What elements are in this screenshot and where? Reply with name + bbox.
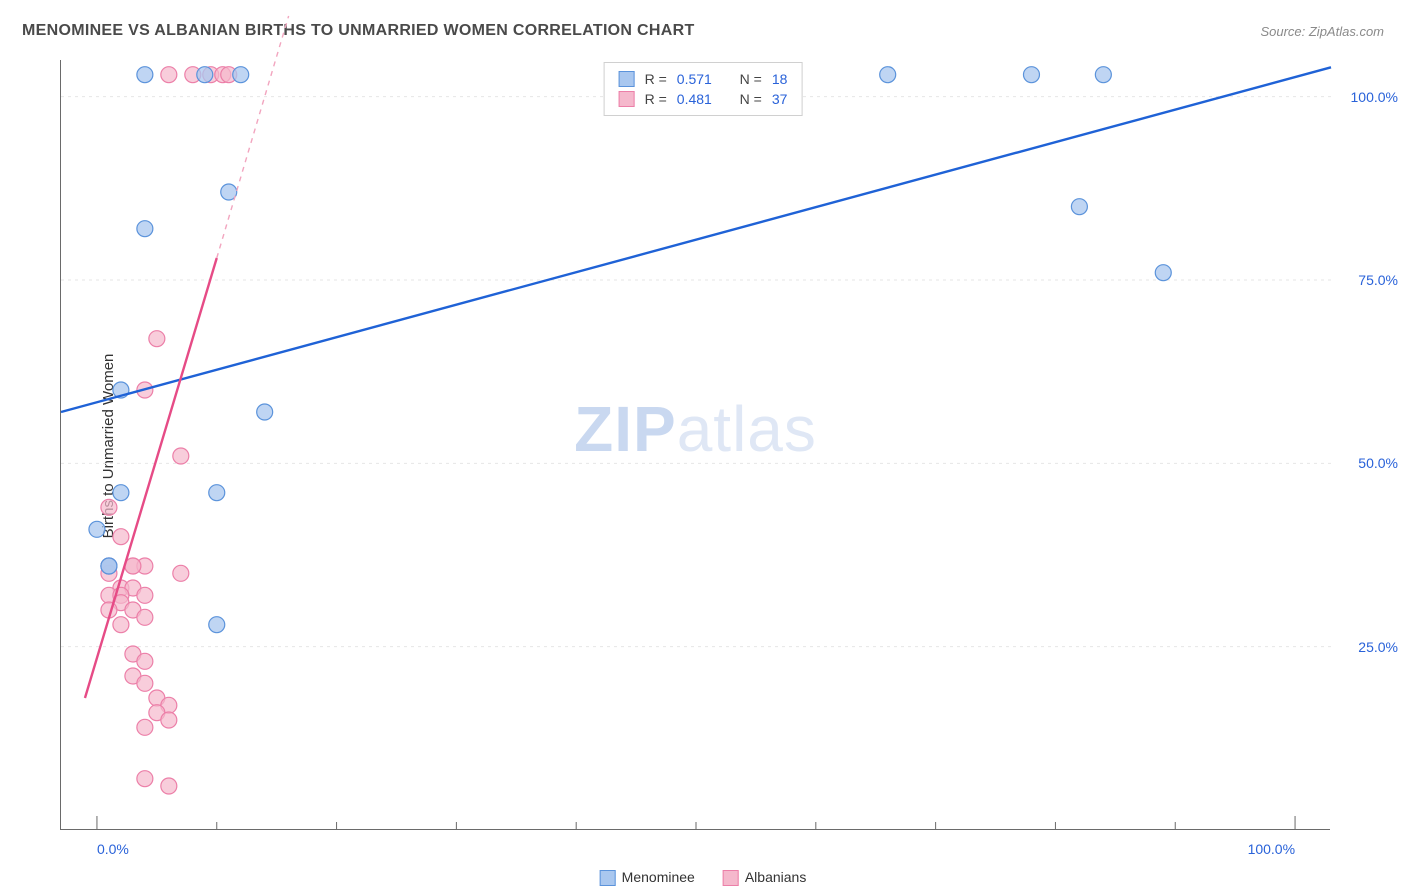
albanians-point xyxy=(137,771,153,787)
menominee-point xyxy=(209,617,225,633)
albanians-point xyxy=(161,67,177,83)
menominee-point xyxy=(137,221,153,237)
chart-container: MENOMINEE VS ALBANIAN BIRTHS TO UNMARRIE… xyxy=(0,0,1406,892)
x-tick-label: 100.0% xyxy=(1248,841,1295,857)
y-tick-label: 25.0% xyxy=(1358,639,1398,655)
legend-series: Menominee Albanians xyxy=(600,869,807,886)
title-row: MENOMINEE VS ALBANIAN BIRTHS TO UNMARRIE… xyxy=(22,22,1384,40)
menominee-point xyxy=(1023,67,1039,83)
menominee-point xyxy=(209,485,225,501)
albanians-point xyxy=(137,675,153,691)
albanians-point xyxy=(137,587,153,603)
stat-r-value: 0.481 xyxy=(677,91,712,107)
stat-n-label: N = xyxy=(740,91,762,107)
albanians-trendline-dashed xyxy=(217,16,289,258)
legend-stat-row: R = 0.571 N = 18 xyxy=(619,69,788,89)
albanians-point xyxy=(173,565,189,581)
menominee-point xyxy=(137,67,153,83)
chart-title: MENOMINEE VS ALBANIAN BIRTHS TO UNMARRIE… xyxy=(22,22,695,40)
albanians-point xyxy=(161,778,177,794)
menominee-point xyxy=(1155,265,1171,281)
legend-swatch xyxy=(619,91,635,107)
albanians-point xyxy=(137,719,153,735)
menominee-point xyxy=(113,485,129,501)
legend-swatch xyxy=(600,870,616,886)
stat-r-label: R = xyxy=(645,91,667,107)
legend-swatch xyxy=(723,870,739,886)
albanians-point xyxy=(137,653,153,669)
source-label: Source: ZipAtlas.com xyxy=(1260,24,1384,39)
legend-stats: R = 0.571 N = 18R = 0.481 N = 37 xyxy=(604,62,803,116)
menominee-point xyxy=(1095,67,1111,83)
menominee-point xyxy=(197,67,213,83)
menominee-point xyxy=(89,521,105,537)
y-tick-label: 100.0% xyxy=(1351,89,1398,105)
menominee-point xyxy=(1071,199,1087,215)
legend-stat-row: R = 0.481 N = 37 xyxy=(619,89,788,109)
albanians-trendline xyxy=(85,258,217,698)
menominee-point xyxy=(880,67,896,83)
legend-swatch xyxy=(619,71,635,87)
legend-label: Albanians xyxy=(745,869,807,885)
albanians-point xyxy=(137,609,153,625)
menominee-point xyxy=(233,67,249,83)
albanians-point xyxy=(149,331,165,347)
albanians-point xyxy=(173,448,189,464)
legend-item: Menominee xyxy=(600,869,695,886)
albanians-point xyxy=(101,499,117,515)
x-tick-label: 0.0% xyxy=(97,841,129,857)
stat-n-value: 18 xyxy=(772,71,788,87)
legend-label: Menominee xyxy=(622,869,695,885)
plot-area: ZIPatlas 0.0%100.0% 25.0%50.0%75.0%100.0… xyxy=(60,60,1330,830)
legend-item: Albanians xyxy=(723,869,807,886)
menominee-point xyxy=(101,558,117,574)
stat-r-label: R = xyxy=(645,71,667,87)
albanians-point xyxy=(113,529,129,545)
y-tick-label: 50.0% xyxy=(1358,455,1398,471)
y-tick-label: 75.0% xyxy=(1358,272,1398,288)
stat-n-value: 37 xyxy=(772,91,788,107)
scatter-svg xyxy=(61,60,1331,830)
menominee-point xyxy=(257,404,273,420)
albanians-point xyxy=(161,712,177,728)
menominee-trendline xyxy=(61,67,1331,412)
stat-n-label: N = xyxy=(740,71,762,87)
stat-r-value: 0.571 xyxy=(677,71,712,87)
albanians-point xyxy=(113,617,129,633)
